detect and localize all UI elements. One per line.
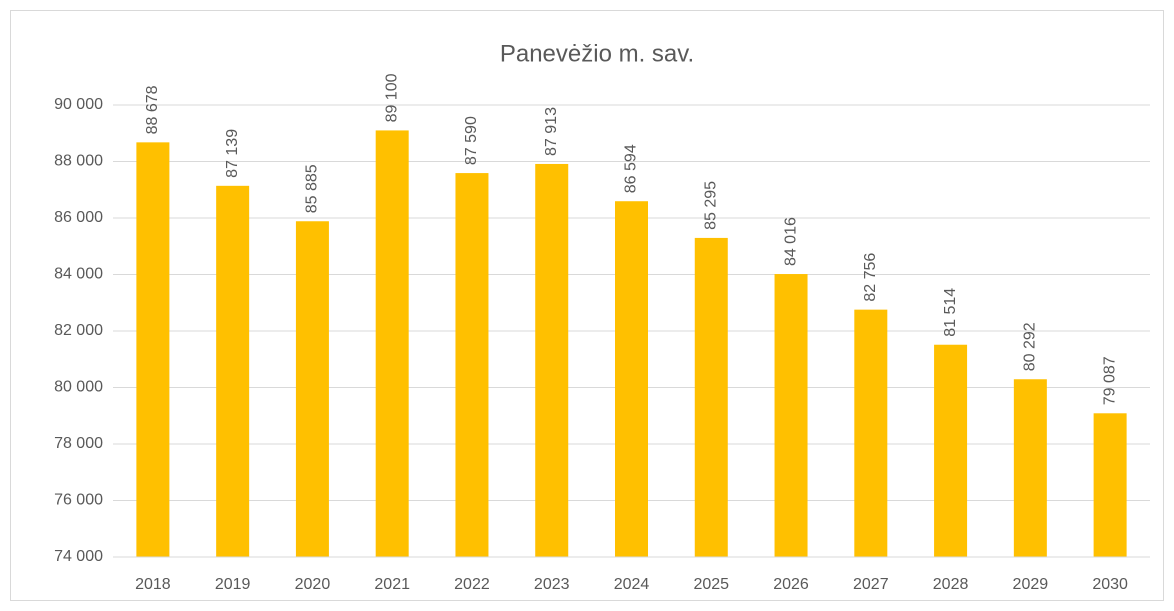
bar bbox=[216, 185, 250, 558]
bar bbox=[1093, 413, 1127, 557]
data-label: 87 590 bbox=[463, 116, 480, 165]
bar bbox=[1013, 379, 1047, 557]
bar bbox=[136, 142, 170, 557]
bar bbox=[295, 221, 329, 557]
x-tick-label: 2022 bbox=[454, 576, 490, 593]
bar bbox=[615, 201, 648, 558]
x-tick-label: 2029 bbox=[1013, 576, 1049, 593]
x-tick-label: 2028 bbox=[933, 576, 969, 593]
x-tick-label: 2020 bbox=[295, 576, 331, 593]
data-label: 82 756 bbox=[862, 253, 879, 302]
data-label: 85 885 bbox=[304, 164, 321, 213]
x-tick-label: 2023 bbox=[534, 576, 570, 593]
x-tick-label: 2024 bbox=[614, 576, 650, 593]
y-tick-label: 82 000 bbox=[54, 322, 103, 339]
x-tick-label: 2027 bbox=[853, 576, 889, 593]
data-label: 79 087 bbox=[1101, 356, 1118, 405]
y-tick-label: 86 000 bbox=[54, 209, 103, 226]
data-label: 89 100 bbox=[383, 73, 400, 122]
data-label: 80 292 bbox=[1022, 322, 1039, 371]
y-tick-label: 74 000 bbox=[54, 548, 103, 565]
data-label: 86 594 bbox=[623, 144, 640, 193]
bar bbox=[934, 344, 968, 557]
bar bbox=[375, 130, 409, 558]
bar bbox=[854, 309, 888, 557]
bar bbox=[535, 163, 569, 557]
bar bbox=[774, 274, 808, 557]
y-tick-label: 80 000 bbox=[54, 379, 103, 396]
y-tick-label: 84 000 bbox=[54, 266, 103, 283]
x-tick-label: 2021 bbox=[374, 576, 410, 593]
chart-title: Panevėžio m. sav. bbox=[500, 40, 694, 67]
data-label: 84 016 bbox=[782, 217, 799, 266]
data-label: 81 514 bbox=[942, 288, 959, 337]
x-tick-label: 2030 bbox=[1092, 576, 1128, 593]
data-label: 87 913 bbox=[543, 107, 560, 156]
y-tick-label: 88 000 bbox=[54, 153, 103, 170]
y-tick-label: 90 000 bbox=[54, 96, 103, 113]
data-label: 88 678 bbox=[144, 85, 161, 134]
y-tick-label: 76 000 bbox=[54, 492, 103, 509]
data-label: 85 295 bbox=[702, 181, 719, 230]
x-tick-label: 2026 bbox=[773, 576, 809, 593]
x-tick-label: 2018 bbox=[135, 576, 171, 593]
data-label: 87 139 bbox=[224, 129, 241, 178]
y-tick-label: 78 000 bbox=[54, 435, 103, 452]
bar bbox=[455, 173, 489, 557]
x-tick-label: 2025 bbox=[693, 576, 729, 593]
x-tick-label: 2019 bbox=[215, 576, 251, 593]
bar bbox=[694, 237, 728, 557]
chart-border bbox=[10, 10, 1164, 601]
